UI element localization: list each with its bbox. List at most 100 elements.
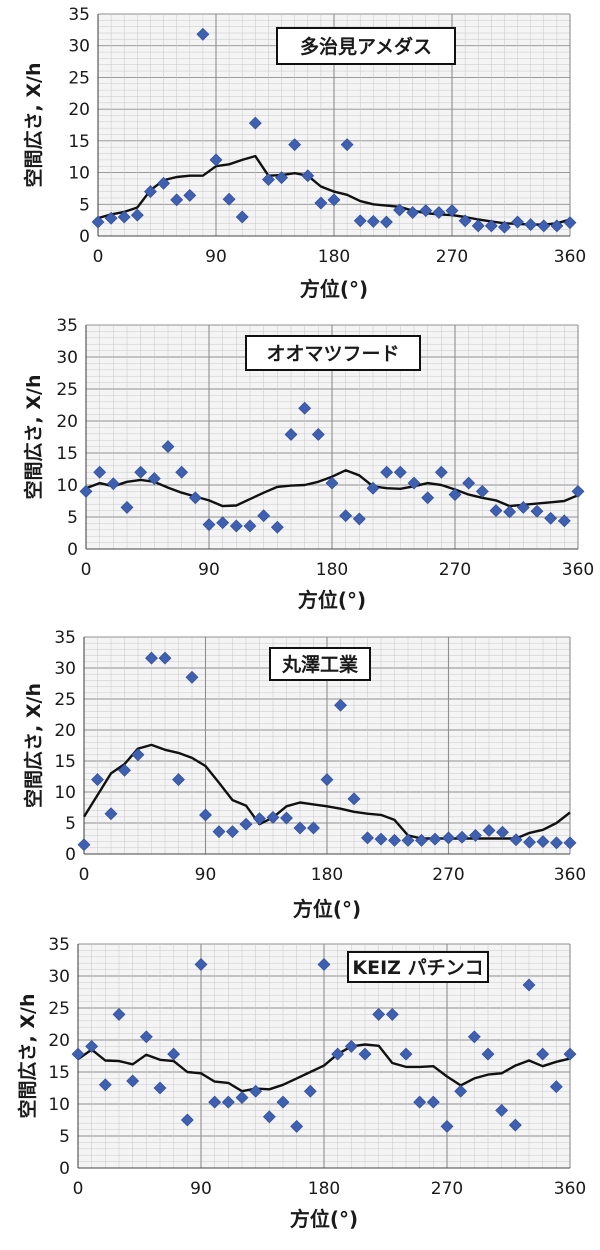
- data-point: [262, 1110, 276, 1124]
- data-point: [221, 1095, 235, 1109]
- data-point: [117, 210, 131, 224]
- data-point: [399, 1047, 413, 1061]
- data-point: [358, 1047, 372, 1061]
- data-point: [563, 216, 577, 230]
- y-tick-label: 0: [59, 1159, 70, 1179]
- data-point: [469, 828, 482, 842]
- data-point: [157, 176, 170, 190]
- data-point: [482, 824, 496, 837]
- data-point: [196, 27, 210, 41]
- x-axis-label: 方位(°): [290, 1207, 358, 1231]
- x-axis-label: 方位(°): [298, 588, 366, 612]
- data-point: [161, 440, 175, 454]
- y-tick-label: 35: [48, 935, 70, 955]
- chart-title-box: [347, 951, 489, 983]
- x-tick-label: 90: [190, 1179, 212, 1199]
- data-point: [275, 171, 288, 185]
- data-point: [71, 1047, 85, 1061]
- y-tick-label: 15: [56, 444, 78, 464]
- data-point: [352, 512, 366, 526]
- data-point: [557, 514, 571, 528]
- chart-title: KEIZ パチンコ: [352, 957, 483, 979]
- x-tick-label: 0: [79, 865, 90, 885]
- data-point: [393, 203, 406, 217]
- x-tick-label: 270: [436, 247, 468, 267]
- y-tick-label: 35: [56, 316, 78, 336]
- data-point: [130, 208, 144, 222]
- y-tick-label: 10: [48, 1095, 70, 1115]
- chart-title-box: [276, 27, 456, 65]
- data-point: [131, 748, 145, 762]
- data-point: [508, 1118, 522, 1132]
- x-tick-label: 0: [93, 247, 104, 267]
- data-point: [202, 518, 216, 532]
- y-tick-label: 20: [56, 412, 78, 432]
- y-tick-label: 25: [68, 68, 90, 88]
- data-point: [458, 214, 472, 228]
- data-point: [442, 831, 455, 845]
- data-point: [298, 401, 312, 415]
- data-point: [276, 1095, 290, 1109]
- data-point: [126, 1074, 140, 1088]
- data-point: [445, 204, 459, 218]
- trend-line: [77, 1043, 571, 1093]
- data-point: [209, 153, 223, 167]
- x-tick-label: 270: [432, 865, 464, 885]
- data-point: [290, 1119, 304, 1133]
- data-point: [471, 219, 485, 233]
- data-point: [253, 812, 266, 826]
- y-tick-label: 15: [48, 1063, 70, 1083]
- data-point: [563, 1047, 577, 1061]
- data-point: [188, 491, 202, 505]
- data-point: [467, 1030, 481, 1044]
- data-point: [301, 169, 315, 183]
- y-tick-label: 30: [48, 967, 70, 987]
- data-point: [428, 832, 442, 846]
- chart-title-box: [245, 335, 421, 371]
- data-point: [523, 835, 536, 849]
- data-point: [434, 465, 448, 479]
- data-point: [280, 811, 293, 825]
- data-point: [243, 519, 257, 533]
- data-point: [77, 838, 91, 852]
- data-point: [288, 138, 302, 152]
- x-tick-label: 270: [439, 560, 471, 580]
- data-point: [134, 465, 148, 479]
- data-point: [317, 958, 331, 971]
- data-point: [257, 509, 271, 523]
- x-axis-label: 方位(°): [300, 277, 368, 301]
- data-point: [104, 211, 118, 225]
- data-point: [419, 204, 433, 218]
- y-tick-label: 5: [59, 1127, 70, 1147]
- data-point: [327, 193, 341, 207]
- x-tick-label: 360: [554, 1179, 586, 1199]
- y-tick-label: 5: [79, 195, 90, 215]
- x-axis-label: 方位(°): [293, 897, 361, 921]
- data-point: [314, 196, 328, 210]
- data-point: [481, 1047, 495, 1061]
- y-tick-label: 20: [68, 100, 90, 120]
- x-tick-label: 360: [562, 560, 594, 580]
- data-point: [91, 215, 105, 229]
- data-point: [153, 1081, 167, 1095]
- data-point: [475, 484, 489, 498]
- y-tick-label: 5: [65, 814, 76, 834]
- data-point: [571, 484, 585, 498]
- data-point: [484, 219, 498, 233]
- data-point: [495, 1103, 509, 1117]
- data-point: [498, 220, 511, 234]
- chart-panel-3: 0 5 10 15 20 25 30 35 0 90 180 270 360 方位(°) 空間広さ, X/h…: [22, 628, 586, 921]
- data-point: [106, 477, 120, 491]
- y-tick-label: 20: [54, 721, 76, 741]
- data-point: [407, 476, 421, 490]
- x-tick-label: 90: [198, 560, 220, 580]
- data-point: [104, 807, 118, 821]
- x-tick-label: 180: [318, 247, 350, 267]
- data-point: [388, 833, 401, 847]
- data-point: [530, 504, 544, 518]
- data-point: [455, 830, 469, 844]
- x-tick-label: 0: [73, 1179, 84, 1199]
- y-tick-label: 30: [54, 659, 76, 679]
- x-tick-label: 90: [205, 247, 227, 267]
